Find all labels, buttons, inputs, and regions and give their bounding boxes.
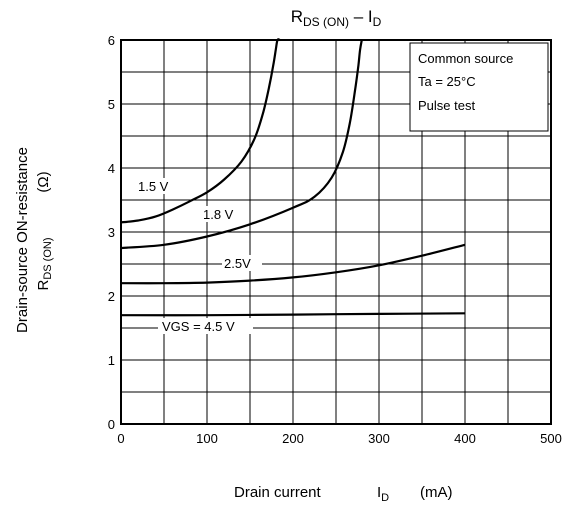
y-tick-label: 4 <box>108 161 115 176</box>
x-tick-label: 200 <box>282 431 304 446</box>
x-tick-label: 0 <box>117 431 124 446</box>
x-axis-label-subscript: D <box>381 492 389 504</box>
series-line-2 <box>120 39 363 250</box>
series-label-bg-2 <box>200 206 242 222</box>
title-subscript-2: D <box>373 15 382 29</box>
series-label-4: VGS = 4.5 V <box>162 319 235 334</box>
y-tick-label: 0 <box>108 417 115 432</box>
title-separator: – I <box>349 7 373 26</box>
x-axis-label-symbol: I <box>377 484 381 501</box>
y-tick-label: 1 <box>108 353 115 368</box>
chart-title: RDS (ON) – ID <box>291 7 382 29</box>
y-axis-label-unit: (Ω) <box>35 171 52 192</box>
y-axis-label-subscript: DS (ON) <box>42 237 54 279</box>
series-label-1: 1.5 V <box>138 179 169 194</box>
annotation-line-3: Pulse test <box>418 98 475 113</box>
series-line-4 <box>120 312 466 317</box>
series-label-bg-4 <box>158 318 253 334</box>
annotation-line-1: Common source <box>418 51 513 66</box>
series-lines <box>120 38 466 317</box>
y-tick-label: 2 <box>108 289 115 304</box>
x-tick-label: 100 <box>196 431 218 446</box>
y-axis-label: Drain-source ON-resistance RDS (ON) (Ω) <box>14 147 54 333</box>
series-label-3: 2.5V <box>224 256 251 271</box>
x-tick-label: 400 <box>454 431 476 446</box>
title-subscript: DS (ON) <box>303 15 349 29</box>
annotation-box-frame <box>409 42 549 132</box>
y-tick-label: 6 <box>108 33 115 48</box>
y-axis-label-symbol: R <box>35 280 52 291</box>
y-tick-label: 3 <box>108 225 115 240</box>
title-symbol: R <box>291 7 303 26</box>
plot-frame <box>120 39 552 425</box>
x-axis-label-unit: (mA) <box>420 484 453 501</box>
x-axis-label: Drain current ID (mA) <box>234 484 453 504</box>
series-label-bg-1 <box>136 178 178 194</box>
tick-labels: 0 100 200 300 400 500 0 1 2 3 4 5 6 <box>108 33 562 446</box>
y-axis-label-line1: Drain-source ON-resistance <box>14 147 31 333</box>
x-tick-label: 300 <box>368 431 390 446</box>
y-axis-label-line2: RDS (ON) <box>35 237 54 290</box>
series-label-bg-3 <box>222 255 262 271</box>
x-axis-label-text: Drain current <box>234 484 322 501</box>
annotation-box: Common source Ta = 25°C Pulse test <box>409 42 549 132</box>
x-tick-label: 500 <box>540 431 562 446</box>
annotation-line-2: Ta = 25°C <box>418 74 476 89</box>
series-labels: 1.5 V 1.8 V 2.5V VGS = 4.5 V <box>136 178 262 334</box>
series-label-2: 1.8 V <box>203 207 234 222</box>
y-tick-label: 5 <box>108 97 115 112</box>
series-line-3 <box>120 243 466 285</box>
series-line-1 <box>120 38 281 224</box>
